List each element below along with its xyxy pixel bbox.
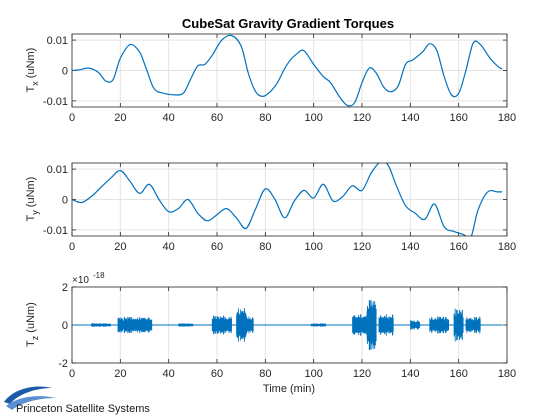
y-axis-label-main: T (25, 86, 37, 93)
y-axis-label-main: T (25, 215, 37, 222)
x-tick-label: 140 (401, 241, 419, 253)
x-tick-label: 160 (449, 112, 467, 124)
y-axis-label-main: T (25, 340, 37, 347)
x-tick-label: 100 (304, 112, 322, 124)
y-tick-label: -0.01 (43, 225, 68, 237)
y-tick-label: -2 (58, 358, 68, 370)
logo-swoosh-icon (4, 386, 52, 404)
y-tick-label: 2 (62, 282, 68, 294)
y-axis-label-unit: (uNm) (25, 177, 37, 211)
y-tick-label: 0.01 (47, 35, 68, 47)
y-tick-label: 0.01 (47, 164, 68, 176)
x-tick-label: 100 (304, 241, 322, 253)
x-tick-label: 60 (211, 368, 223, 380)
y-exponent-label: ×10 (72, 275, 89, 286)
princeton-logo: Princeton Satellite Systems (4, 386, 150, 415)
y-axis-label-unit: (uNm) (25, 48, 37, 82)
x-tick-label: 20 (114, 368, 126, 380)
x-tick-label: 160 (449, 241, 467, 253)
logo-swoosh-secondary-icon (6, 396, 56, 410)
x-tick-label: 60 (211, 112, 223, 124)
x-tick-label: 80 (259, 241, 271, 253)
y-tick-label: 0 (62, 195, 68, 207)
x-tick-label: 160 (449, 368, 467, 380)
x-tick-label: 20 (114, 112, 126, 124)
y-axis-label-subscript: x (30, 81, 40, 86)
x-tick-label: 120 (353, 112, 371, 124)
y-axis-label: Ty (uNm) (25, 177, 40, 222)
y-axis-label-subscript: z (30, 335, 40, 340)
x-tick-label: 80 (259, 112, 271, 124)
logo-text: Princeton Satellite Systems (16, 403, 150, 415)
x-tick-label: 180 (498, 368, 516, 380)
x-tick-label: 140 (401, 112, 419, 124)
x-tick-label: 0 (69, 241, 75, 253)
series-line (72, 34, 503, 107)
axes-box (71, 33, 508, 108)
x-tick-label: 40 (163, 241, 175, 253)
x-tick-label: 100 (304, 368, 322, 380)
y-exponent-power: -18 (93, 271, 105, 280)
x-tick-label: 40 (163, 112, 175, 124)
x-tick-label: 0 (69, 112, 75, 124)
x-axis-label: Time (min) (263, 383, 315, 395)
x-tick-label: 80 (259, 368, 271, 380)
axes-box (71, 286, 508, 364)
y-tick-label: 0 (62, 66, 68, 78)
y-axis-label-unit: (uNm) (25, 302, 37, 336)
figure-title: CubeSat Gravity Gradient Torques (182, 16, 394, 31)
x-tick-label: 120 (353, 368, 371, 380)
x-tick-label: 0 (69, 368, 75, 380)
y-axis-label-subscript: y (30, 210, 40, 215)
x-tick-label: 120 (353, 241, 371, 253)
y-axis-label: Tx (uNm) (25, 48, 40, 93)
y-tick-label: -0.01 (43, 96, 68, 108)
y-axis-label: Tz (uNm) (25, 302, 40, 347)
axes-box (71, 162, 508, 237)
x-tick-label: 180 (498, 241, 516, 253)
x-tick-label: 180 (498, 112, 516, 124)
y-tick-label: 0 (62, 320, 68, 332)
x-tick-label: 20 (114, 241, 126, 253)
x-tick-label: 140 (401, 368, 419, 380)
x-tick-label: 40 (163, 368, 175, 380)
x-tick-label: 60 (211, 241, 223, 253)
series-line (72, 163, 503, 236)
